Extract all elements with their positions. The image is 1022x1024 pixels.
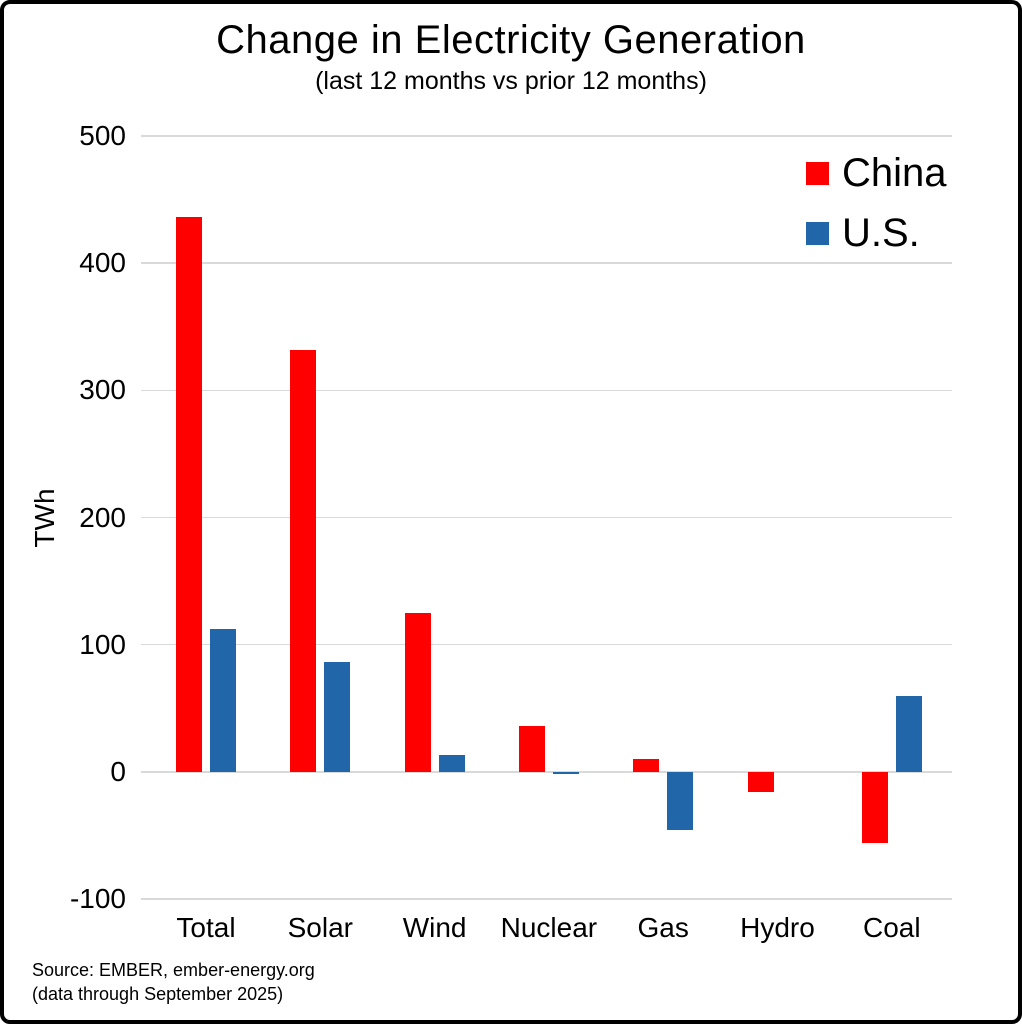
gridline-0 — [141, 771, 952, 773]
xtick-label-nuclear: Nuclear — [500, 912, 598, 943]
y-axis-label: TWh — [29, 488, 60, 548]
gridline-300 — [141, 389, 952, 392]
bar-us-coal — [895, 695, 922, 772]
legend-item-us: U.S. — [806, 207, 947, 259]
bar-china-gas — [633, 759, 660, 772]
ytick-label-400: 400 — [79, 247, 126, 279]
gridline-500 — [141, 135, 952, 137]
xtick-label-gas: Gas — [637, 912, 689, 943]
bar-us-gas — [667, 771, 694, 831]
legend-swatch-us — [806, 221, 829, 245]
legend-label-china: China — [842, 150, 947, 195]
bar-us-solar — [324, 662, 351, 772]
bar-us-nuclear — [552, 771, 579, 775]
gridline-100 — [141, 643, 952, 646]
ytick-label-0: 0 — [110, 755, 126, 787]
ytick-label-500: 500 — [79, 120, 126, 151]
xtick-label-total: Total — [176, 912, 236, 943]
xtick-label-hydro: Hydro — [740, 912, 815, 943]
chart-subtitle: (last 12 months vs prior 12 months) — [315, 67, 707, 95]
bar-us-total — [210, 629, 236, 772]
source-note: Source: EMBER, ember-energy.org (data th… — [32, 958, 315, 1006]
ytick-label-300: 300 — [79, 374, 126, 406]
ytick-label-200: 200 — [79, 501, 126, 533]
bar-china-nuclear — [518, 726, 545, 772]
bar-us-wind — [438, 755, 465, 772]
xtick-label-solar: Solar — [287, 912, 353, 943]
bar-china-wind — [404, 612, 431, 772]
legend-label-us: U.S. — [842, 210, 920, 255]
chart-title: Change in Electricity Generation — [216, 18, 806, 62]
bar-china-solar — [290, 349, 317, 772]
plot-area: 500 400 300 200 100 0 -100 Total Solar Wind Nuclea… — [4, 4, 1018, 1020]
bar-china-hydro — [747, 771, 774, 793]
legend-item-china: China — [806, 147, 947, 199]
gridline-200 — [141, 516, 952, 519]
ytick-label--100: -100 — [69, 883, 126, 914]
bar-china-coal — [861, 771, 888, 844]
legend-swatch-china — [806, 161, 829, 185]
xtick-label-coal: Coal — [863, 912, 921, 943]
source-line-1: Source: EMBER, ember-energy.org — [32, 960, 315, 980]
legend: China U.S. — [806, 147, 947, 259]
gridline-400 — [141, 262, 952, 264]
gridline--100 — [141, 898, 952, 900]
xtick-label-wind: Wind — [402, 912, 467, 943]
ytick-label-100: 100 — [79, 628, 126, 660]
bar-china-total — [176, 217, 202, 772]
source-line-2: (data through September 2025) — [32, 984, 284, 1004]
